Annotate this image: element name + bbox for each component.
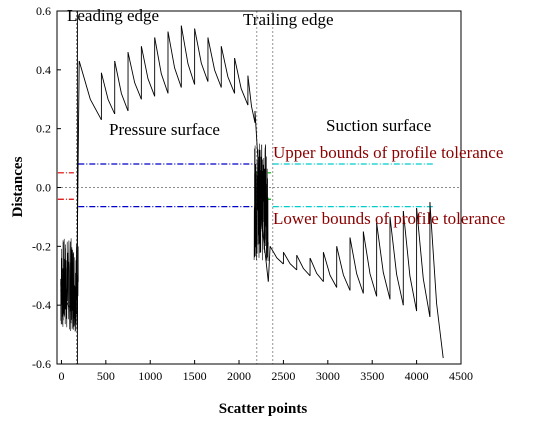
series-segment — [180, 25, 196, 85]
x-axis-title: Scatter points — [219, 401, 308, 417]
series-segment — [322, 252, 338, 288]
series-segment — [167, 31, 182, 88]
series-segment — [254, 110, 269, 282]
annotation-upper-bounds: Upper bounds of profile tolerance — [273, 143, 503, 162]
y-tick-label: -0.4 — [32, 298, 51, 312]
axes: 0 500 1000 1500 2000 2500 3000 3500 4000 4500 -0.6… — [32, 4, 473, 383]
annotation-trailing-edge: Trailing edge — [243, 10, 334, 29]
series-segment — [309, 257, 324, 282]
x-tick-label: 2500 — [271, 369, 295, 383]
series-segment — [247, 75, 256, 123]
series-segment — [154, 37, 169, 94]
x-tick-label: 4000 — [405, 369, 429, 383]
series-segment — [429, 202, 444, 359]
x-tick-label: 500 — [97, 369, 115, 383]
x-tick-label: 3000 — [316, 369, 340, 383]
series-segment — [283, 251, 298, 271]
x-tick-label: 4500 — [449, 369, 473, 383]
series-jump — [76, 61, 80, 314]
noise-trace — [253, 143, 269, 262]
series-segment — [207, 37, 222, 88]
series-segment — [78, 60, 102, 121]
annotation-suction-surface: Suction surface — [326, 116, 431, 135]
plot-area — [57, 11, 461, 364]
series-segment — [60, 290, 77, 315]
series-segment — [234, 58, 249, 106]
series-segment — [296, 254, 311, 277]
series-segment — [220, 46, 236, 94]
y-tick-label: 0.0 — [36, 181, 51, 195]
series-segment — [336, 246, 351, 291]
y-tick-label: -0.6 — [32, 357, 51, 371]
annotation-leading-edge: Leading edge — [67, 6, 159, 25]
series-segment — [402, 210, 418, 312]
series-segment — [389, 216, 404, 306]
y-tick-label: 0.6 — [36, 4, 51, 18]
x-tick-label: 1500 — [183, 369, 207, 383]
series-segment — [127, 52, 142, 100]
y-tick-label: 0.2 — [36, 122, 51, 136]
annotation-lower-bounds: Lower bounds of profile tolerance — [273, 209, 505, 228]
series-segment — [362, 231, 378, 297]
y-tick-label: -0.2 — [32, 239, 51, 253]
x-tick-label: 1000 — [138, 369, 162, 383]
series-segment — [416, 208, 431, 317]
series-segment — [349, 237, 364, 294]
y-tick-label: 0.4 — [36, 63, 51, 77]
y-axis-title: Distances — [10, 156, 26, 217]
series-segment — [194, 28, 209, 82]
noise-trace — [60, 238, 79, 332]
series-segment — [100, 72, 116, 115]
series-segment — [269, 246, 284, 265]
x-tick-label: 3500 — [360, 369, 384, 383]
series-segment — [140, 46, 156, 97]
x-tick-label: 0 — [58, 369, 64, 383]
series-jump — [267, 246, 271, 282]
annotation-pressure-surface: Pressure surface — [109, 120, 220, 139]
x-tick-label: 2000 — [227, 369, 251, 383]
series-segment — [114, 60, 129, 112]
series-segment — [376, 222, 391, 300]
